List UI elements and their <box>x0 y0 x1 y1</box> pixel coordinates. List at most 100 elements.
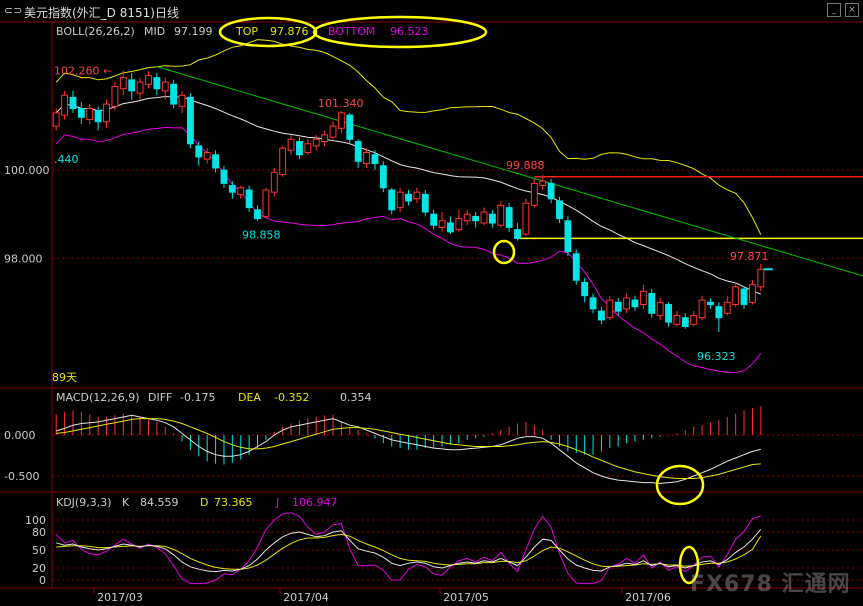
candle-body <box>396 191 404 209</box>
candle-body <box>228 185 236 193</box>
kdj-tick-label: 0 <box>39 574 46 587</box>
candle-body <box>203 152 211 160</box>
candle-body <box>346 114 354 140</box>
price-tick-label: 98.000 <box>4 252 43 265</box>
kdj-tick-label: 100 <box>25 514 46 527</box>
macd-diff-line <box>56 414 761 484</box>
kdj-tick-label: 80 <box>32 526 46 539</box>
macd-tick-label: -0.500 <box>4 470 39 483</box>
candle-body <box>312 138 320 147</box>
kdj-j-label: J <box>275 496 279 509</box>
annotation-96323: 96.323 <box>697 350 736 363</box>
candle-body <box>690 315 698 325</box>
candle-body <box>614 301 622 312</box>
candle-body <box>128 79 136 92</box>
candle-body <box>539 180 547 187</box>
minimize-button[interactable]: _ <box>827 3 841 17</box>
macd-value: 0.354 <box>340 391 372 404</box>
candle-body <box>388 189 396 211</box>
candle-body <box>195 145 203 158</box>
candle-body <box>52 112 60 127</box>
kdj-k-value: 84.559 <box>140 496 179 509</box>
candle-body <box>480 211 488 224</box>
candle-body <box>61 94 69 116</box>
kdj-d-line <box>56 533 762 570</box>
top-highlight-circle <box>218 16 318 48</box>
kdj-k-label: K <box>122 496 130 509</box>
candle-body <box>86 107 94 120</box>
candle-body <box>623 297 631 310</box>
mid-label: MID <box>144 25 165 38</box>
macd-cross-circle <box>655 464 705 506</box>
candle-body <box>186 96 194 145</box>
candle-body <box>279 147 287 176</box>
candle-body <box>497 204 505 226</box>
kdj-label: KDJ(9,3,3) <box>56 496 112 509</box>
macd-tick-label: 0.000 <box>4 429 36 442</box>
candle-body <box>379 165 387 189</box>
kdj-j-value: 106.947 <box>292 496 338 509</box>
candle-body <box>681 317 689 328</box>
candle-body <box>447 222 454 233</box>
kdj-d-label: D <box>200 496 208 509</box>
x-axis-label: 2017/03 <box>97 591 143 604</box>
candle-body <box>136 81 144 94</box>
candle-body <box>564 220 572 253</box>
candle-body <box>421 193 429 213</box>
candle-body <box>237 187 245 195</box>
bottom-value: 96.523 <box>390 25 429 38</box>
kdj-tick-label: 50 <box>32 544 46 557</box>
candle-body <box>631 299 639 308</box>
candle-body <box>514 229 521 239</box>
annotation-99888: 99.888 <box>506 159 545 172</box>
candle-body <box>665 304 672 323</box>
candle-body <box>321 134 329 143</box>
macd-diff-label: DIFF <box>148 391 172 404</box>
candle-body <box>530 182 538 206</box>
x-axis-label: 2017/05 <box>443 591 489 604</box>
candle-body <box>748 284 756 303</box>
price-tick-label: 100.000 <box>4 164 50 177</box>
candle-body <box>119 77 127 90</box>
top-label: TOP <box>235 25 258 38</box>
candle-body <box>522 202 530 235</box>
candle-body <box>262 189 270 217</box>
candle-body <box>656 301 664 317</box>
candle-body <box>740 288 748 306</box>
candle-body <box>405 193 412 202</box>
kdj-j-line <box>55 512 761 585</box>
candle-body <box>94 110 102 123</box>
trend-line <box>156 66 863 277</box>
candle-body <box>732 286 740 306</box>
candle-body <box>329 125 337 138</box>
support-touch-circle <box>492 239 516 265</box>
bottom-highlight-circle <box>312 15 488 49</box>
candle-body <box>488 213 496 224</box>
macd-dea-value: -0.352 <box>274 391 309 404</box>
top-value: 97.876 <box>270 25 309 38</box>
close-button[interactable]: × <box>845 3 859 17</box>
candle-body <box>698 299 706 319</box>
candle-body <box>707 301 714 306</box>
candle-body <box>296 141 303 156</box>
candle-body <box>547 182 555 200</box>
candle-body <box>103 103 110 123</box>
kdj-cross-circle <box>678 545 700 585</box>
candle-body <box>455 218 463 231</box>
candle-body <box>639 290 647 306</box>
candle-body <box>597 310 605 321</box>
candle-body <box>572 253 580 281</box>
candle-body <box>673 315 681 325</box>
candle-body <box>413 191 421 200</box>
macd-diff-value: -0.175 <box>180 391 215 404</box>
candle-body <box>212 154 220 169</box>
candle-body <box>648 292 656 314</box>
candle-body <box>304 143 312 154</box>
window-icon: ⊂⊃ <box>4 4 23 17</box>
candle-body <box>757 268 765 288</box>
candle-body <box>245 189 253 209</box>
macd-label: MACD(12,26,9) <box>56 391 140 404</box>
macd-dea-label: DEA <box>238 391 261 404</box>
boll-label: BOLL(26,26,2) <box>56 25 135 38</box>
